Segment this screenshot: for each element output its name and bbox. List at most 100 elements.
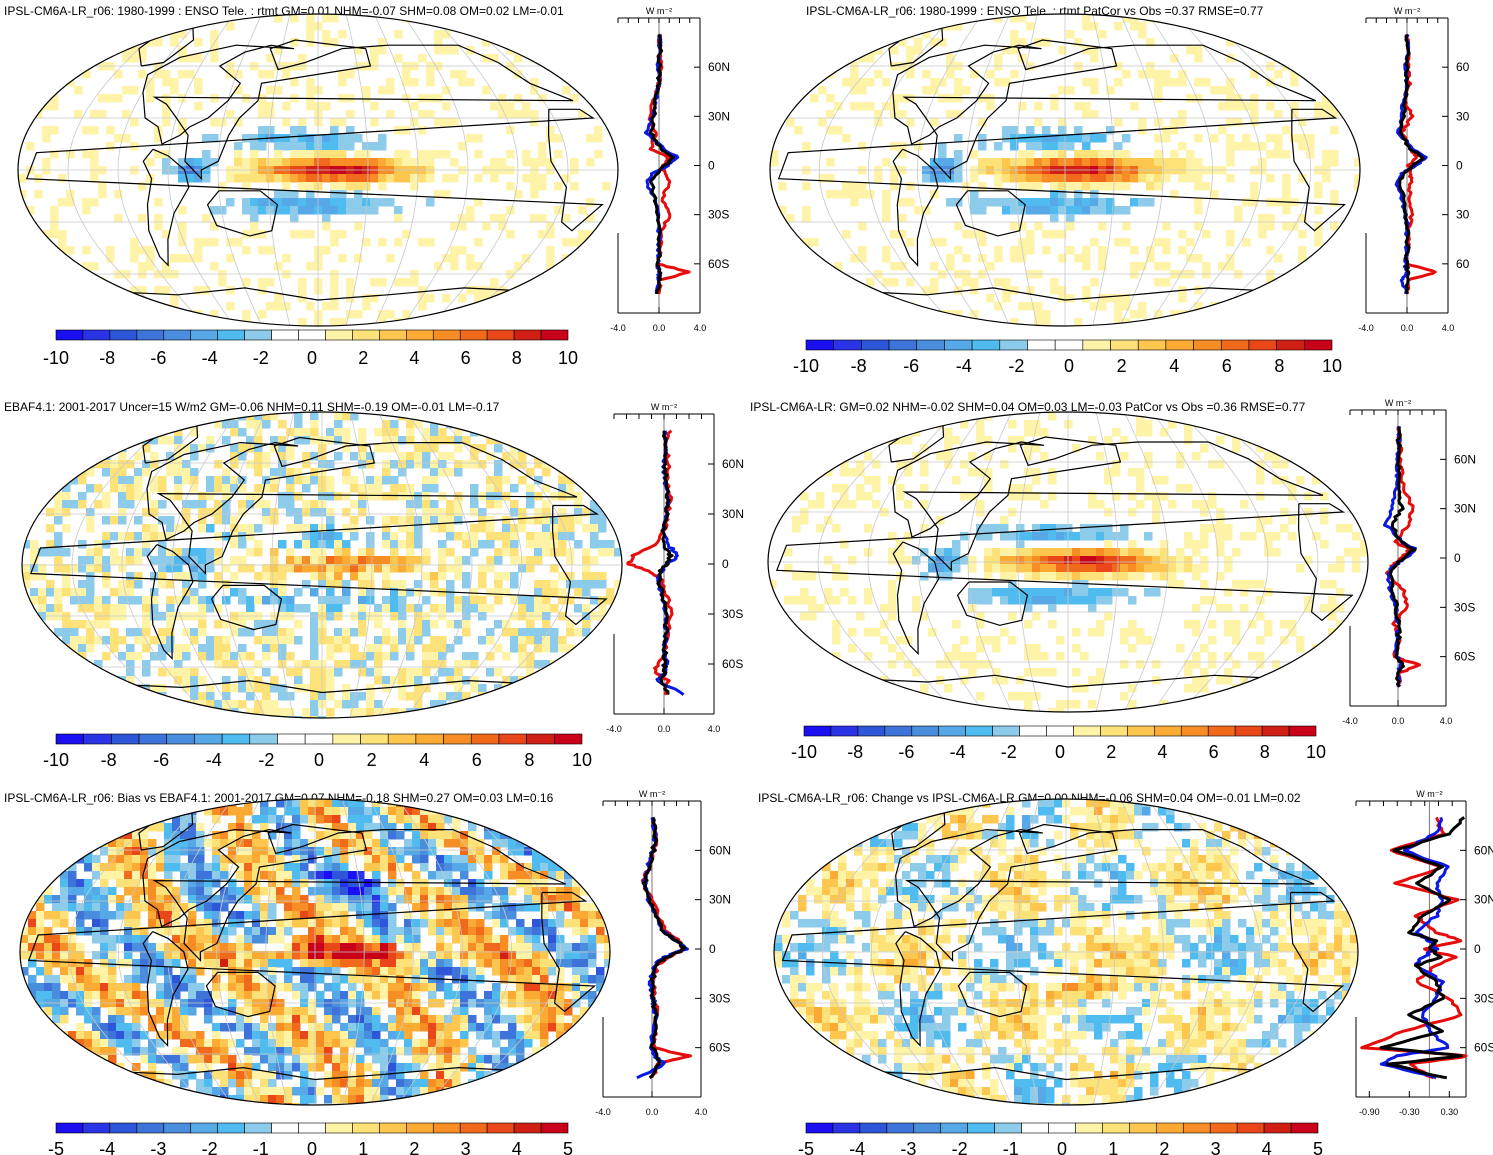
colorbar-swatch	[325, 1122, 353, 1134]
colorbar-swatch	[244, 1122, 272, 1134]
panel-ipsl-model: IPSL-CM6A-LR: GM=0.02 NHM=-0.02 SHM=0.04…	[746, 392, 1493, 777]
profile-curve-black	[656, 430, 674, 695]
colorbar-label: -4	[202, 348, 218, 368]
colorbar-swatch	[443, 733, 472, 745]
latitude-tick-label: 60S	[708, 257, 729, 271]
colorbar-label: 0	[1057, 1139, 1067, 1155]
latitude-tick-label: 60N	[1454, 452, 1476, 466]
panel-bias: IPSL-CM6A-LR_r06: Bias vs EBAF4.1: 2001-…	[0, 785, 731, 1155]
latitude-tick-label: 0	[709, 942, 716, 956]
map-figure: -10 -8 -6 -4 -2 0 2 4 6 8 10 W m⁻² 60N 30N 0 30S 60S -4.0…	[17, 6, 730, 368]
colorbar-swatch	[352, 1122, 380, 1134]
colorbar-swatch	[1276, 339, 1305, 351]
colorbar-swatch	[1288, 725, 1317, 737]
colorbar-swatch	[1082, 339, 1111, 351]
colorbar-label: 2	[1159, 1139, 1169, 1155]
map-title: IPSL-CM6A-LR: GM=0.02 NHM=-0.02 SHM=0.04…	[750, 400, 1306, 414]
profile-x-tick-label: 0.0	[1401, 323, 1414, 333]
colorbar-label: 2	[367, 750, 377, 770]
colorbar-swatch	[1156, 1122, 1184, 1134]
colorbar-label: 6	[1209, 742, 1219, 762]
colorbar-label: 0	[1055, 742, 1065, 762]
colorbar-label: 1	[358, 1139, 368, 1155]
colorbar-label: 4	[1262, 1139, 1272, 1155]
profile-curve-black	[648, 33, 676, 294]
colorbar-swatch	[971, 339, 1001, 351]
colorbar-swatch	[992, 725, 1020, 737]
colorbar-label: -4	[849, 1139, 865, 1155]
colorbar-swatch	[1048, 1122, 1076, 1134]
colorbar-label: 0	[307, 1139, 317, 1155]
map-border	[767, 411, 1369, 713]
colorbar-swatch	[1021, 1122, 1049, 1134]
latitude-tick-label: 60S	[709, 1041, 730, 1055]
profile-curve-blue	[655, 430, 685, 696]
colorbar-swatch	[832, 1122, 861, 1134]
panel-change: IPSL-CM6A-LR_r06: Change vs IPSL-CM6A-LR…	[746, 785, 1493, 1155]
colorbar-swatch	[805, 339, 834, 351]
coastlines	[25, 27, 604, 301]
colorbar-swatch	[857, 725, 886, 737]
colorbar-swatch	[190, 1122, 218, 1134]
colorbar-swatch	[1054, 339, 1084, 351]
latitude-tick-label: 30N	[709, 893, 731, 907]
colorbar-label: -2	[1001, 742, 1017, 762]
colorbar-swatch	[1129, 1122, 1157, 1134]
profile-curve-black	[641, 816, 687, 1079]
colorbar-swatch	[833, 339, 862, 351]
colorbar-swatch	[271, 329, 299, 341]
map-title: IPSL-CM6A-LR_r06: 1980-1999 : ENSO Tele.…	[4, 4, 564, 18]
map-border	[19, 798, 611, 1106]
colorbar-swatch	[540, 1122, 569, 1134]
colorbar-swatch	[1234, 725, 1263, 737]
colorbar-swatch	[1046, 725, 1074, 737]
colorbar-label: -2	[258, 750, 274, 770]
colorbar-swatch	[244, 329, 272, 341]
colorbar-label: -6	[903, 356, 919, 376]
profile-x-tick-label: 0.0	[1392, 716, 1405, 726]
colorbar-label: -2	[952, 1139, 968, 1155]
colorbar-swatch	[1075, 1122, 1103, 1134]
colorbar-swatch	[1137, 339, 1167, 351]
profile-x-tick-label: -4.0	[610, 323, 626, 333]
colorbar-label: -8	[99, 348, 115, 368]
latitude-tick-label: 30N	[708, 109, 730, 123]
colorbar-label: -6	[150, 348, 166, 368]
colorbar-label: 10	[572, 750, 592, 770]
colorbar-swatch	[459, 1122, 488, 1134]
profile-curve-black	[1388, 426, 1417, 688]
colorbar-swatch	[55, 329, 84, 341]
profile-x-tick-label: 0.0	[653, 323, 666, 333]
colorbar-swatch	[194, 733, 223, 745]
colorbar-swatch	[55, 1122, 84, 1134]
profile-unit: W m⁻²	[1394, 6, 1420, 16]
map-border	[21, 411, 623, 719]
map-border	[773, 798, 1359, 1106]
zonal-profile: W m⁻² 60N 30N 0 30S 60S -0.90 -0.30 0.30	[1355, 789, 1493, 1117]
latitude-tick-label: 0	[1454, 551, 1461, 565]
profile-unit: W m⁻²	[1416, 789, 1442, 799]
colorbar-label: 4	[512, 1139, 522, 1155]
colorbar-swatch	[109, 1122, 138, 1134]
colorbar-swatch	[944, 339, 973, 351]
coastlines	[29, 424, 608, 694]
latitude-tick-label: 30N	[1474, 893, 1493, 907]
colorbar-swatch	[916, 339, 945, 351]
colorbar-swatch	[513, 329, 542, 341]
colorbar-swatch	[1180, 725, 1209, 737]
colorbar-swatch	[526, 733, 555, 745]
colorbar-swatch	[1019, 725, 1047, 737]
colorbar-swatch	[325, 329, 353, 341]
map-figure: -10 -8 -6 -4 -2 0 2 4 6 8 10 W m⁻² 60N 30N 0 30S 60S -4.0…	[21, 402, 744, 770]
colorbar-label: -10	[793, 356, 819, 376]
colorbar-swatch	[994, 1122, 1022, 1134]
profile-curve-red	[1385, 425, 1422, 688]
colorbar-swatch	[470, 733, 500, 745]
zonal-profile: W m⁻² 60N 30N 0 30S 60S -4.0 0.0 4.0	[595, 789, 731, 1117]
colorbar-swatch	[554, 733, 583, 745]
colorbar-swatch	[136, 1122, 165, 1134]
colorbar-label: 0	[1064, 356, 1074, 376]
profile-x-tick-label: 0.30	[1441, 1107, 1459, 1117]
map-title: IPSL-CM6A-LR_r06: 1980-1999 : ENSO Tele.…	[806, 4, 1264, 18]
latitude-tick-label: 60N	[709, 843, 731, 857]
